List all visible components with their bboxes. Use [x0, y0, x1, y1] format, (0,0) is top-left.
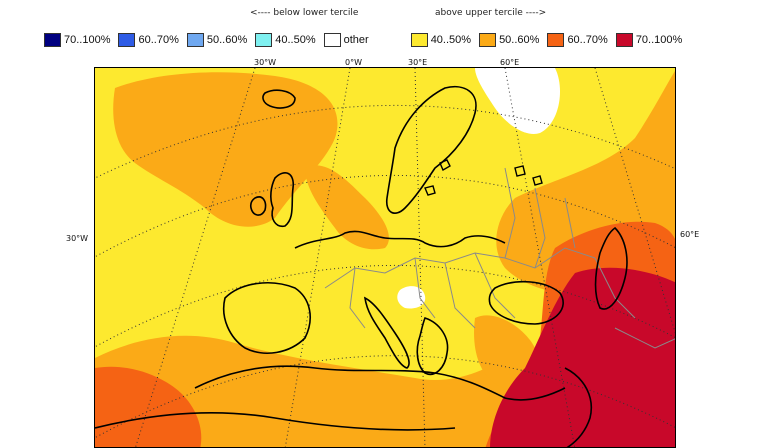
- white-region-north: [475, 68, 560, 134]
- legend: 70..100% 60..70% 50..60% 40..50% other 4…: [44, 30, 760, 50]
- orange-region-scandinavia-west: [305, 165, 389, 250]
- lon-label-30e-top: 30°E: [408, 58, 428, 67]
- legend-item-below-60-70: 60..70%: [118, 33, 179, 47]
- above-tercile-label: above upper tercile ---->: [435, 8, 547, 18]
- legend-item-other: other: [323, 33, 369, 47]
- below-tercile-label: <---- below lower tercile: [250, 8, 359, 18]
- lat-label-left: 30°W: [66, 234, 89, 243]
- legend-item-below-70-100: 70..100%: [44, 33, 110, 47]
- lon-label-60e-top: 60°E: [500, 58, 520, 67]
- legend-label: 40..50%: [430, 34, 472, 46]
- legend-swatch: [410, 33, 428, 47]
- legend-item-above-70-100: 70..100%: [615, 33, 683, 47]
- legend-label: 40..50%: [275, 34, 316, 46]
- legend-item-above-60-70: 60..70%: [547, 33, 608, 47]
- legend-label: 60..70%: [138, 34, 179, 46]
- legend-swatch: [255, 33, 273, 47]
- redorange-region-southwest: [95, 366, 202, 447]
- legend-label: 50..60%: [206, 34, 248, 46]
- legend-swatch: [186, 33, 204, 47]
- legend-swatch: [547, 33, 565, 47]
- legend-swatch: [323, 33, 341, 47]
- red-region-east: [490, 267, 675, 447]
- lon-label-30w-top: 30°W: [254, 58, 277, 67]
- legend-label: other: [343, 34, 369, 46]
- legend-item-below-50-60: 50..60%: [186, 33, 248, 47]
- lon-label-0w-top: 0°W: [345, 58, 362, 67]
- coastlines: [95, 86, 628, 447]
- orange-region-balkans: [474, 315, 538, 388]
- legend-item-above-50-60: 50..60%: [479, 33, 539, 47]
- baltic-islands: [424, 159, 543, 196]
- graticule: [95, 68, 675, 447]
- orange-region-south: [95, 335, 565, 447]
- legend-item-below-40-50: 40..50%: [255, 33, 316, 47]
- country-borders: [324, 167, 675, 349]
- legend-label: 60..70%: [567, 34, 608, 46]
- legend-label: 50..60%: [499, 34, 540, 46]
- orange-region-atlantic: [113, 72, 338, 227]
- lat-label-right: 60°E: [680, 230, 700, 239]
- legend-item-above-40-50: 40..50%: [410, 33, 472, 47]
- legend-swatch: [118, 33, 136, 47]
- legend-swatch: [44, 33, 61, 47]
- white-region-central: [397, 286, 426, 309]
- forecast-map: [94, 67, 676, 448]
- legend-swatch: [615, 33, 633, 47]
- legend-label: 70..100%: [635, 34, 683, 46]
- legend-swatch: [479, 33, 497, 47]
- legend-label: 70..100%: [64, 34, 111, 46]
- map-svg: [95, 68, 675, 447]
